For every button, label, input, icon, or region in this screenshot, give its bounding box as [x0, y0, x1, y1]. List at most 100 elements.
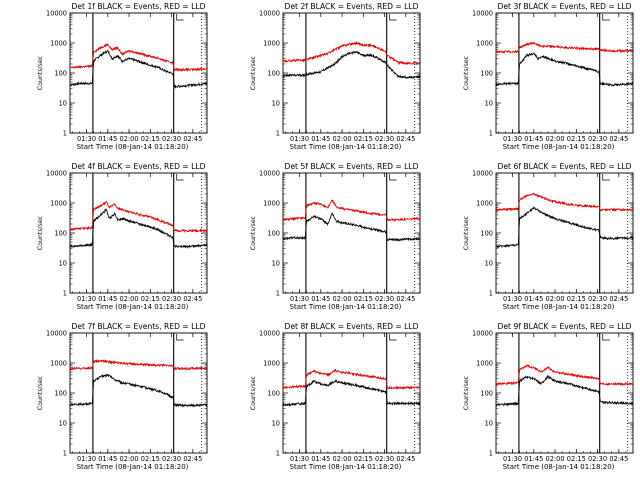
y-axis-label: Counts/sec [250, 375, 257, 410]
y-tick-label: 100 [480, 69, 493, 77]
detector-panel: Det 7f BLACK = Events, RED = LLD Counts/s… [0, 320, 213, 480]
marker-bracket [389, 14, 397, 21]
x-tick-label: 02:00 [120, 135, 139, 143]
y-axis-label: Counts/sec [463, 55, 470, 90]
x-tick-label: 02:00 [120, 295, 139, 303]
lld-series-line [495, 41, 634, 55]
events-series-line [495, 374, 634, 407]
lightcurve-plot: Det 6f BLACK = Events, RED = LLD Counts/s… [463, 162, 634, 311]
marker-bracket [602, 174, 610, 181]
x-tick-label: 02:45 [183, 135, 202, 143]
y-tick-label: 1000 [50, 199, 67, 207]
y-tick-label: 1 [489, 129, 493, 137]
plot-frame [282, 12, 421, 134]
y-tick-label: 10000 [472, 9, 493, 17]
detector-panel: Det 1f BLACK = Events, RED = LLD Counts/s… [0, 0, 213, 160]
x-tick-label: 01:45 [98, 135, 117, 143]
y-tick-label: 1 [63, 449, 67, 457]
panel-title: Det 9f BLACK = Events, RED = LLD [498, 322, 632, 331]
events-series-line [69, 50, 208, 89]
detector-panel: Det 3f BLACK = Events, RED = LLD Counts/s… [426, 0, 639, 160]
plot-frame [69, 172, 208, 294]
y-tick-label: 1000 [50, 39, 67, 47]
detector-panel: Det 9f BLACK = Events, RED = LLD Counts/s… [426, 320, 639, 480]
x-tick-label: 02:30 [375, 135, 394, 143]
x-tick-label: 02:45 [183, 295, 202, 303]
detector-panel: Det 6f BLACK = Events, RED = LLD Counts/s… [426, 160, 639, 320]
lld-series-line [69, 200, 208, 233]
x-axis-label: Start Time (08-Jan-14 01:18:20) [77, 463, 189, 471]
y-tick-label: 10 [485, 99, 493, 107]
events-series-line [282, 212, 421, 242]
panel-title: Det 5f BLACK = Events, RED = LLD [285, 162, 419, 171]
y-axis-label: Counts/sec [463, 215, 470, 250]
y-tick-label: 100 [267, 229, 280, 237]
y-tick-label: 1000 [263, 39, 280, 47]
x-tick-label: 01:45 [311, 135, 330, 143]
x-tick-label: 02:45 [396, 455, 415, 463]
x-tick-label: 02:30 [588, 295, 607, 303]
y-tick-label: 1000 [50, 359, 67, 367]
x-tick-label: 02:00 [333, 455, 352, 463]
y-tick-label: 100 [54, 389, 67, 397]
x-tick-label: 02:15 [567, 295, 586, 303]
y-tick-label: 10000 [46, 9, 67, 17]
detector-panel: Det 5f BLACK = Events, RED = LLD Counts/s… [213, 160, 426, 320]
lld-series-line [495, 363, 634, 387]
x-tick-label: 01:45 [524, 135, 543, 143]
y-tick-label: 10 [272, 419, 280, 427]
y-tick-label: 1000 [476, 359, 493, 367]
detector-panel: Det 2f BLACK = Events, RED = LLD Counts/s… [213, 0, 426, 160]
x-tick-label: 01:30 [503, 455, 522, 463]
y-tick-label: 1 [276, 449, 280, 457]
y-tick-label: 1000 [476, 199, 493, 207]
x-tick-label: 01:45 [311, 455, 330, 463]
lightcurve-plot: Det 1f BLACK = Events, RED = LLD Counts/s… [37, 2, 208, 151]
x-tick-label: 01:45 [524, 295, 543, 303]
lld-series-line [282, 199, 421, 223]
plot-frame [69, 12, 208, 134]
x-tick-label: 02:00 [333, 135, 352, 143]
x-tick-label: 02:15 [567, 135, 586, 143]
plot-frame [495, 172, 634, 294]
x-tick-label: 02:00 [120, 455, 139, 463]
x-tick-label: 02:00 [333, 295, 352, 303]
x-tick-label: 02:30 [375, 455, 394, 463]
x-axis-label: Start Time (08-Jan-14 01:18:20) [77, 143, 189, 151]
x-tick-label: 01:30 [77, 295, 96, 303]
y-axis-label: Counts/sec [250, 215, 257, 250]
y-tick-label: 1000 [263, 359, 280, 367]
y-tick-label: 100 [480, 229, 493, 237]
x-axis-label: Start Time (08-Jan-14 01:18:20) [290, 143, 402, 151]
x-tick-label: 01:30 [77, 455, 96, 463]
events-series-line [282, 379, 421, 407]
plot-frame [69, 332, 208, 454]
detector-panel: Det 8f BLACK = Events, RED = LLD Counts/s… [213, 320, 426, 480]
y-tick-label: 1 [489, 449, 493, 457]
y-tick-label: 10 [485, 419, 493, 427]
y-tick-label: 100 [267, 69, 280, 77]
x-tick-label: 02:30 [162, 295, 181, 303]
panel-title: Det 1f BLACK = Events, RED = LLD [72, 2, 206, 11]
x-tick-label: 02:15 [141, 295, 160, 303]
x-tick-label: 02:45 [609, 455, 628, 463]
x-tick-label: 01:30 [77, 135, 96, 143]
x-tick-label: 01:30 [290, 135, 309, 143]
x-tick-label: 02:00 [546, 295, 565, 303]
y-tick-label: 10000 [259, 9, 280, 17]
x-tick-label: 02:45 [183, 455, 202, 463]
x-tick-label: 01:30 [503, 295, 522, 303]
detector-panel: Det 4f BLACK = Events, RED = LLD Counts/s… [0, 160, 213, 320]
y-tick-label: 1 [63, 289, 67, 297]
y-tick-label: 1000 [476, 39, 493, 47]
x-tick-label: 02:45 [609, 295, 628, 303]
panel-title: Det 4f BLACK = Events, RED = LLD [72, 162, 206, 171]
plot-frame [282, 332, 421, 454]
y-tick-label: 1 [276, 289, 280, 297]
marker-bracket [602, 334, 610, 341]
lightcurve-plot: Det 3f BLACK = Events, RED = LLD Counts/s… [463, 2, 634, 151]
lightcurve-plot: Det 7f BLACK = Events, RED = LLD Counts/s… [37, 322, 208, 471]
panel-title: Det 6f BLACK = Events, RED = LLD [498, 162, 632, 171]
x-tick-label: 02:15 [141, 455, 160, 463]
